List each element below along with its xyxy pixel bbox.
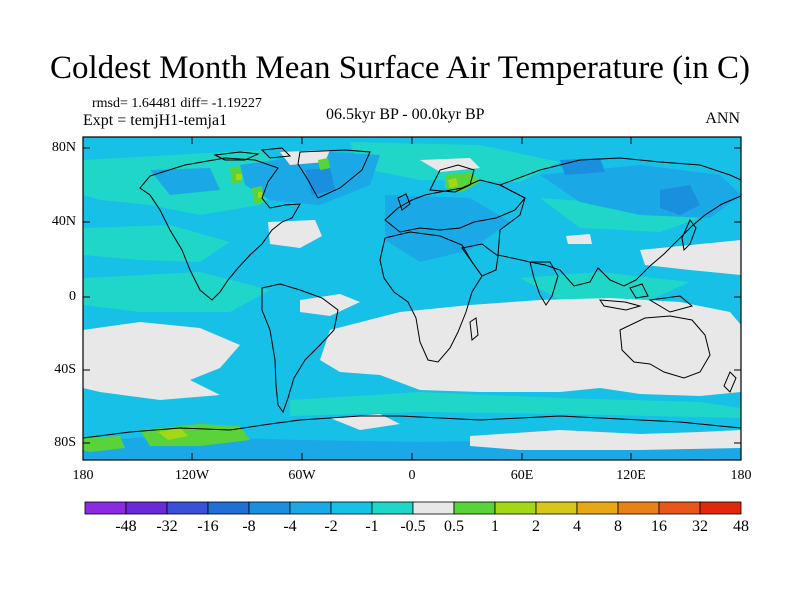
colorbar-swatch	[699, 501, 742, 515]
field-yellowgreen-areas	[158, 174, 458, 440]
period-label: 06.5kyr BP - 00.0kyr BP	[326, 106, 485, 123]
colorbar-swatch	[289, 501, 332, 515]
lat-label-80s: 80S	[54, 435, 76, 450]
map-title: Coldest Month Mean Surface Air Temperatu…	[50, 50, 750, 86]
season-label: ANN	[705, 110, 740, 127]
lon-label-120w: 120W	[174, 468, 210, 483]
coastlines	[82, 147, 742, 439]
colorbar-label: -48	[115, 518, 137, 535]
stats-text: rmsd= 1.64481 diff= -1.19227	[92, 96, 262, 111]
colorbar-swatch	[617, 501, 660, 515]
colorbar-swatch	[494, 501, 537, 515]
colorbar	[84, 501, 742, 515]
colorbar-swatch	[576, 501, 619, 515]
colorbar-label: 2	[532, 518, 540, 535]
lon-label-60e: 60E	[510, 468, 534, 483]
colorbar-label: 8	[614, 518, 622, 535]
lat-label-80n: 80N	[51, 140, 76, 155]
lat-ticks	[83, 147, 741, 444]
colorbar-swatch	[166, 501, 209, 515]
lon-ticks	[191, 137, 632, 460]
colorbar-swatch	[248, 501, 291, 515]
colorbar-swatch	[658, 501, 701, 515]
colorbar-label: 48	[733, 518, 749, 535]
colorbar-label: -4	[283, 518, 297, 535]
colorbar-label: -2	[324, 518, 338, 535]
colorbar-label: 16	[651, 518, 667, 535]
colorbar-label: -8	[242, 518, 256, 535]
experiment-label: Expt = temjH1-temja1	[83, 112, 228, 129]
colorbar-label: 32	[692, 518, 708, 535]
lat-label-40s: 40S	[54, 362, 76, 377]
lon-label-180e: 180	[730, 468, 752, 483]
colorbar-label: 0.5	[444, 518, 464, 535]
colorbar-swatch	[412, 501, 455, 515]
lon-label-0: 0	[408, 468, 416, 483]
colorbar-swatch	[371, 501, 414, 515]
lon-label-180w: 180	[72, 468, 94, 483]
colorbar-swatch	[453, 501, 496, 515]
lat-label-40n: 40N	[51, 214, 76, 229]
lat-label-0: 0	[69, 289, 76, 304]
colorbar-swatch	[207, 501, 250, 515]
colorbar-swatch	[84, 501, 127, 515]
colorbar-label: 4	[573, 518, 581, 535]
colorbar-swatch	[125, 501, 168, 515]
colorbar-swatch	[535, 501, 578, 515]
colorbar-label: -0.5	[400, 518, 426, 535]
colorbar-swatch	[330, 501, 373, 515]
lon-label-120e: 120E	[616, 468, 646, 483]
lon-label-60w: 60W	[288, 468, 316, 483]
colorbar-label: -16	[197, 518, 219, 535]
colorbar-label: -32	[156, 518, 178, 535]
colorbar-label: 1	[491, 518, 499, 535]
colorbar-label: -1	[365, 518, 379, 535]
